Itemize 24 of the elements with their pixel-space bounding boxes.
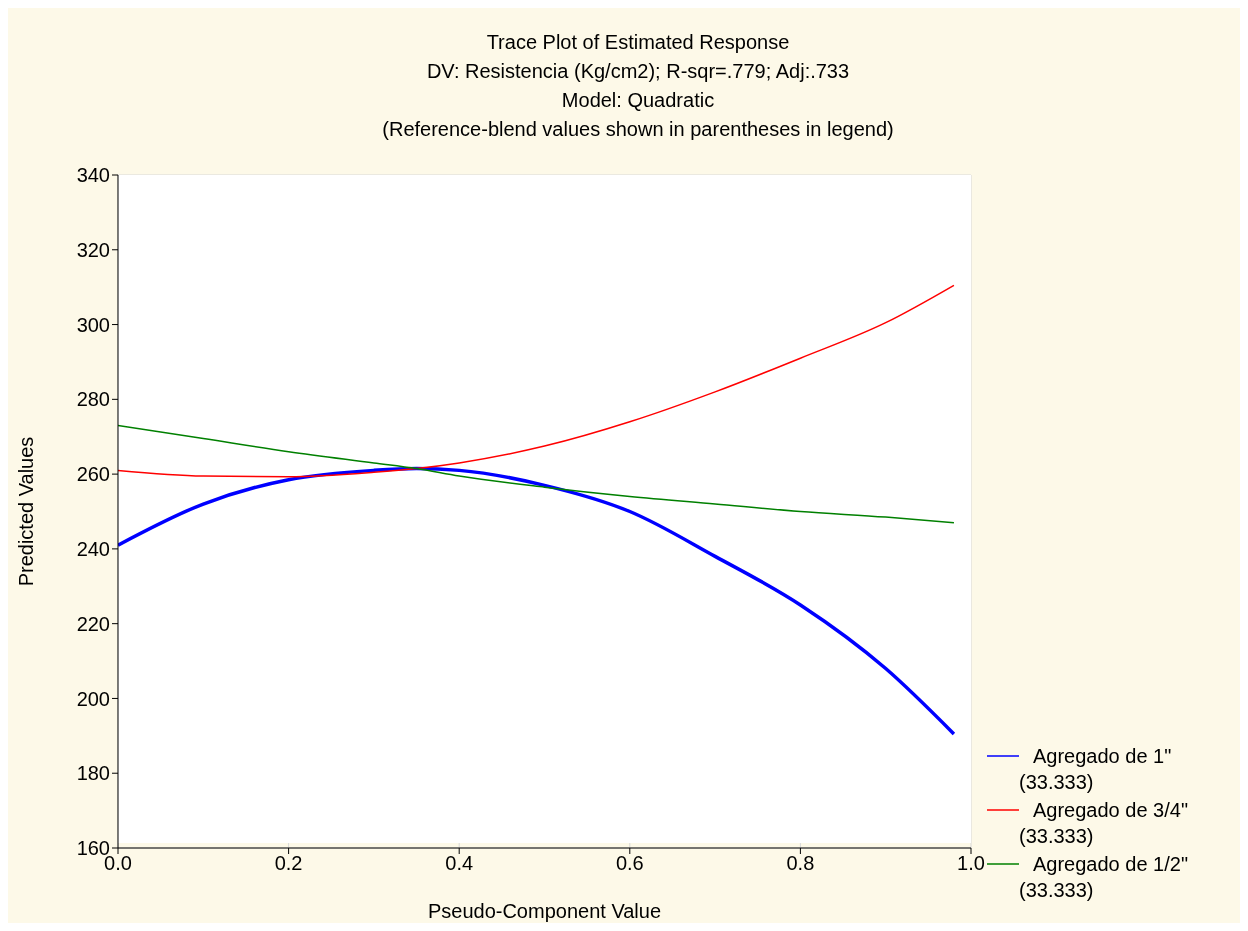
legend-label: Agregado de 1" (33.333) bbox=[1019, 744, 1172, 795]
x-axis-title: Pseudo-Component Value bbox=[427, 900, 662, 922]
y-tick-label: 220 bbox=[76, 612, 110, 635]
y-tick-label: 320 bbox=[76, 238, 110, 261]
line-series bbox=[118, 424, 955, 524]
x-tick-label: 0.4 bbox=[445, 852, 474, 875]
line-series bbox=[118, 284, 955, 478]
legend-label: Agregado de 3/4" (33.333) bbox=[1019, 798, 1188, 849]
chart-title: Trace Plot of Estimated Response bbox=[485, 30, 791, 55]
line-series bbox=[118, 466, 956, 736]
y-tick-label: 260 bbox=[76, 463, 110, 486]
chart-subtitle: DV: Resistencia (Kg/cm2); R-sqr=.779; Adj:.733 Model: Quadratic (Reference-blend values shown in parentheses in legend) bbox=[381, 59, 895, 142]
y-tick-label: 180 bbox=[76, 762, 110, 785]
x-tick-label: 1.0 bbox=[957, 852, 985, 875]
y-axis-title: Predicted Values bbox=[15, 436, 38, 587]
y-tick-label: 280 bbox=[76, 388, 110, 411]
x-tick-label: 0.8 bbox=[786, 852, 815, 875]
y-tick-label: 240 bbox=[76, 537, 110, 560]
y-tick-label: 200 bbox=[76, 687, 110, 710]
legend-label: Agregado de 1/2" (33.333) bbox=[1019, 852, 1188, 903]
y-tick-label: 340 bbox=[76, 164, 110, 187]
y-tick-label: 300 bbox=[76, 313, 110, 336]
x-tick-label: 0.6 bbox=[615, 852, 644, 875]
x-tick-label: 0.2 bbox=[274, 852, 303, 875]
